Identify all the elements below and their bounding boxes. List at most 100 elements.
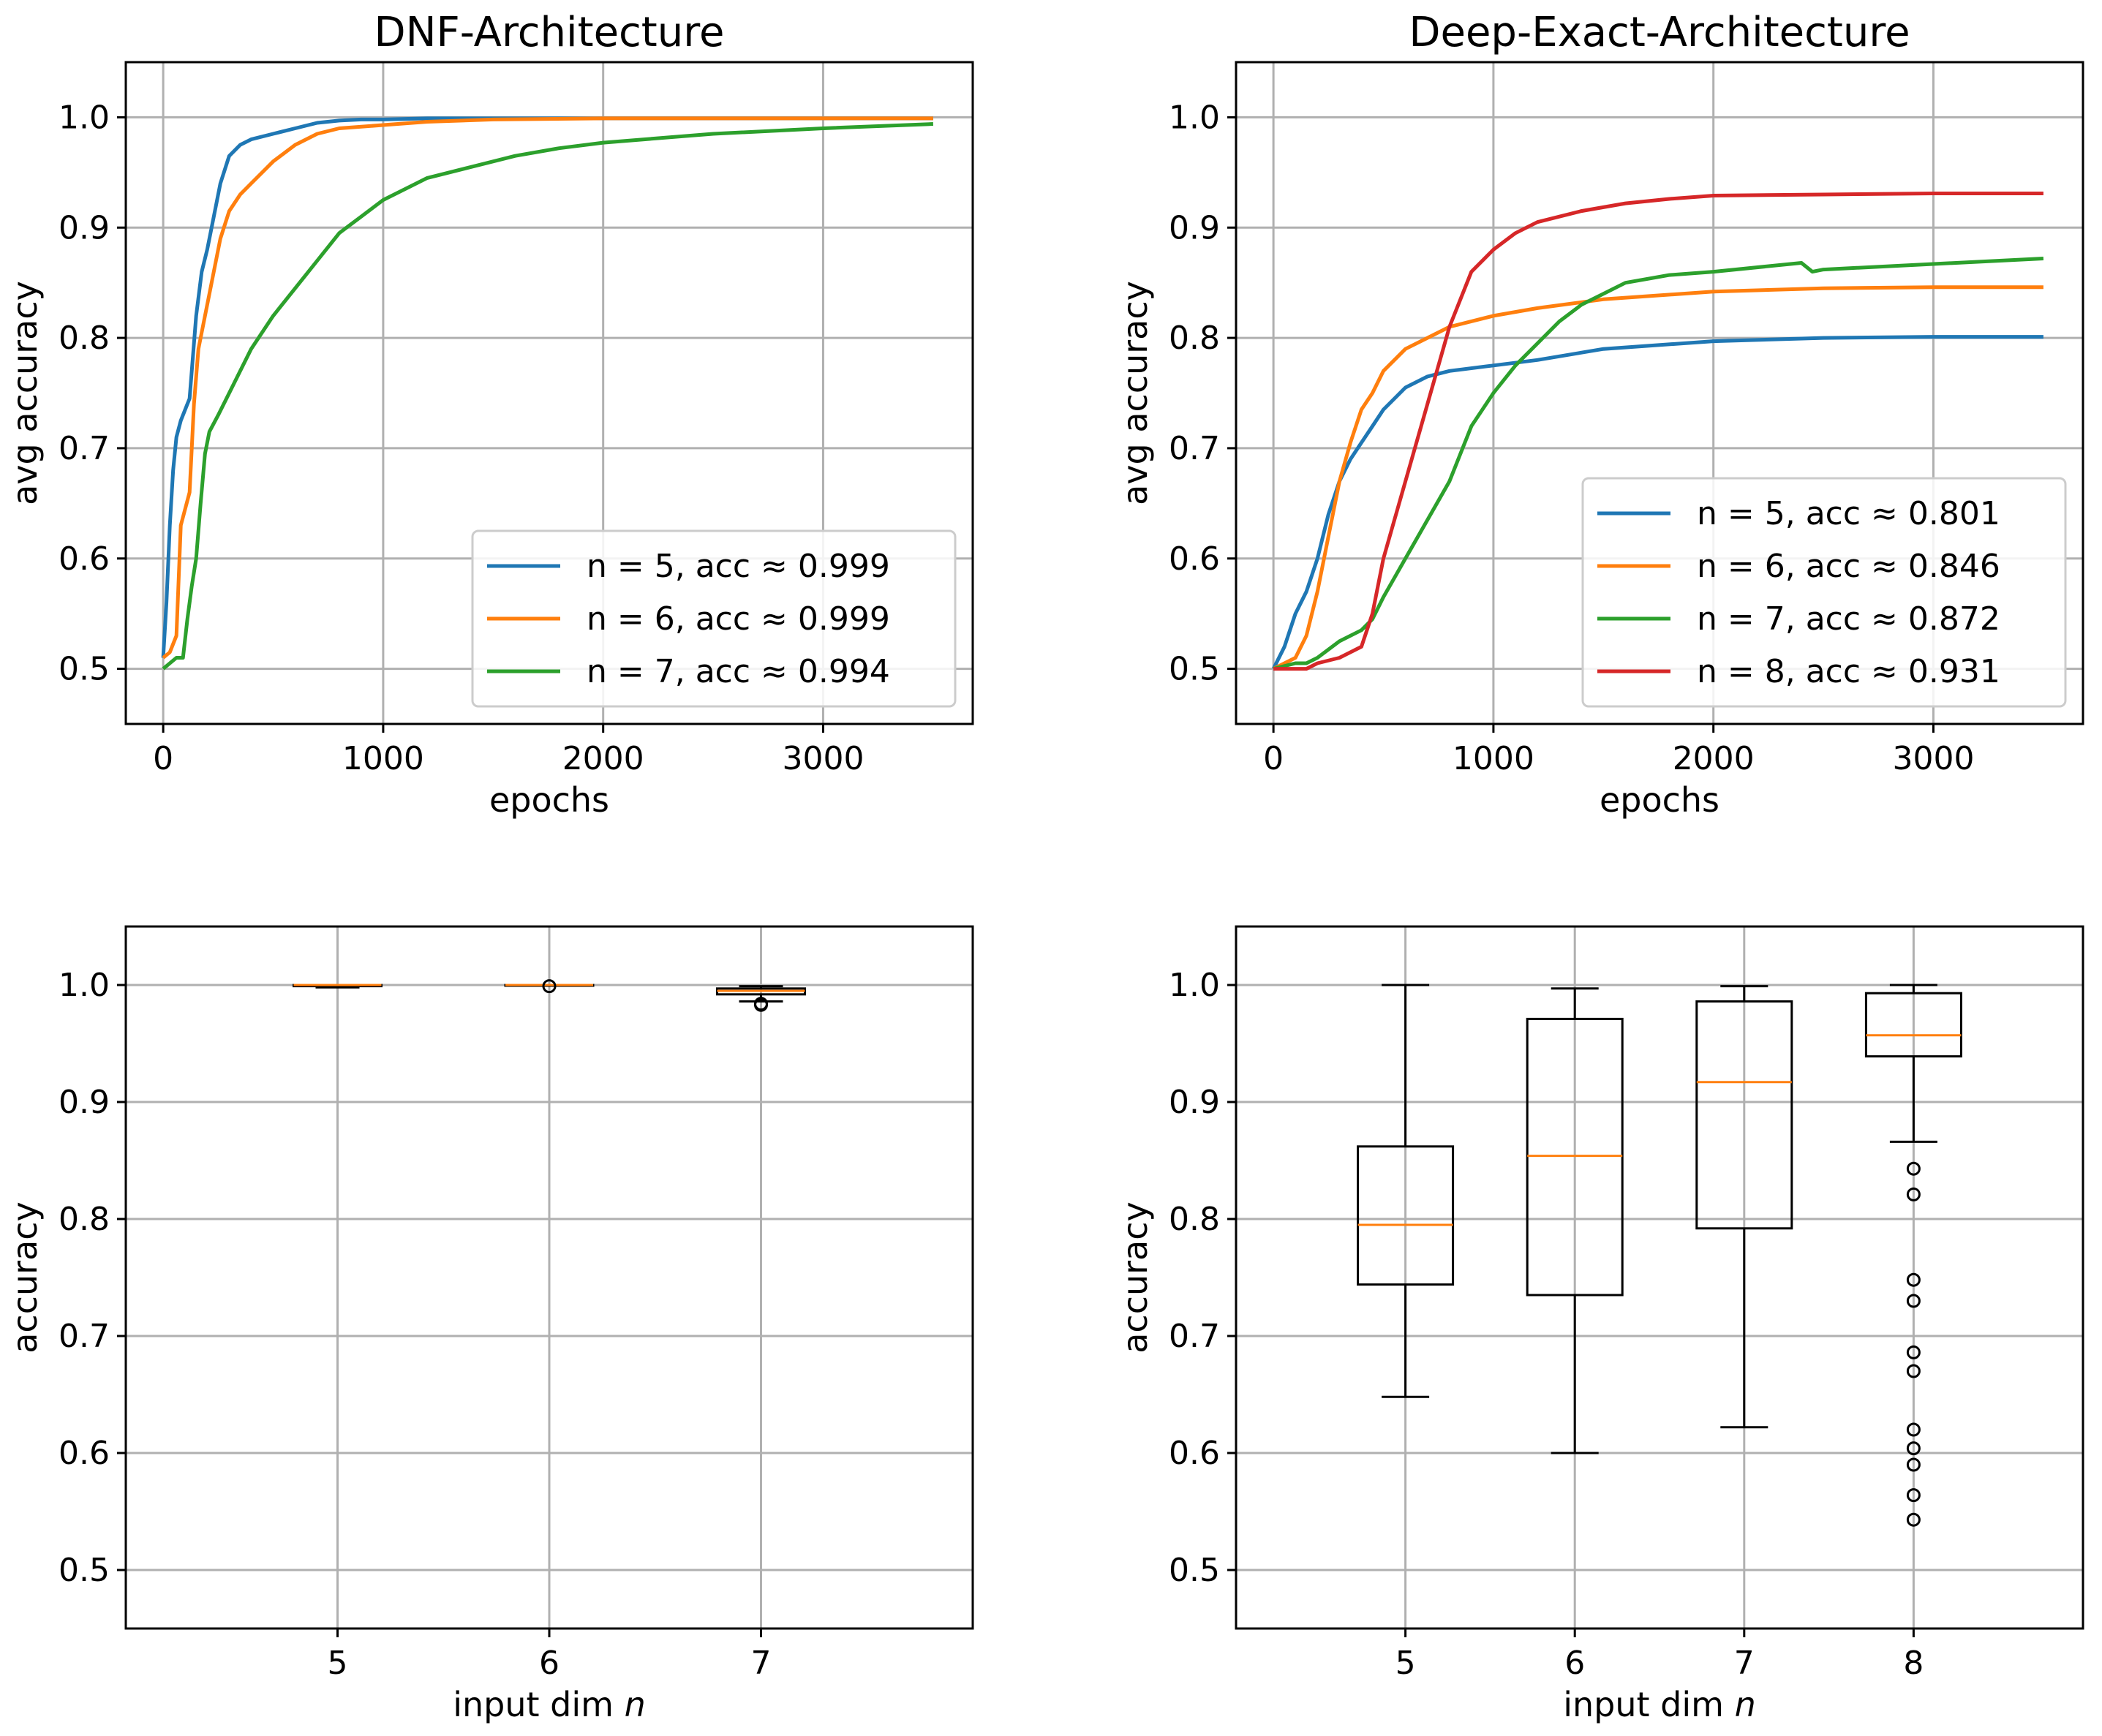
chart-panel-1: 0 1000 2000 3000 0.5 0.6 0.7 0.8 0.9 1.0 epochs avg… (5, 9, 974, 820)
y-tick-label: 0.5 (1169, 1552, 1220, 1589)
y-tick-label: 0.5 (59, 1552, 110, 1589)
y-tick-label: 0.7 (59, 1318, 110, 1355)
outlier-point (1906, 1422, 1921, 1437)
y-tick-label: 0.8 (1169, 320, 1220, 357)
y-tick-label: 0.9 (59, 209, 110, 246)
x-tick-label: 3000 (1892, 740, 1974, 777)
x-tick-label: 8 (1903, 1645, 1924, 1682)
box-5 (1357, 984, 1455, 1398)
outlier-point (1906, 1441, 1921, 1456)
legend-label-3: n = 7, acc ≈ 0.994 (587, 653, 890, 690)
x-axis-label: input dim n (453, 1685, 646, 1724)
chart-panel-3: 5 6 7 0.5 0.6 0.7 0.8 0.9 1.0 input dim n accuracy (5, 925, 974, 1724)
y-tick-label: 0.5 (59, 651, 110, 688)
box-7 (1695, 985, 1793, 1429)
chart-panel-4: 5 6 7 8 0.5 0.6 0.7 0.8 0.9 1.0 input dim n accurac… (1115, 925, 2084, 1724)
outlier-point (1906, 1345, 1921, 1359)
x-tick-label: 1000 (1453, 740, 1534, 777)
chart-title: DNF-Architecture (374, 9, 724, 56)
x-tick-label: 1000 (342, 740, 424, 777)
box-5 (293, 984, 383, 989)
x-tick-label: 3000 (782, 740, 864, 777)
series-line-1 (1271, 335, 2043, 670)
outlier-point (1906, 1272, 1921, 1287)
outlier-point (1906, 1161, 1921, 1176)
y-tick-label: 0.6 (59, 540, 110, 578)
plot-area (293, 979, 806, 1012)
plot-area (1357, 984, 1962, 1527)
box-body (1526, 1017, 1624, 1297)
y-tick-label: 0.6 (1169, 540, 1220, 578)
x-tick-label: 0 (1263, 740, 1284, 777)
y-tick-label: 1.0 (59, 967, 110, 1004)
x-tick-label: 5 (328, 1645, 348, 1682)
x-tick-label: 2000 (562, 740, 644, 777)
x-axis-label: epochs (1600, 780, 1719, 820)
x-tick-label: 6 (1564, 1645, 1585, 1682)
x-axis-label-var: n (1735, 1685, 1756, 1724)
outlier-point (1906, 1512, 1921, 1527)
y-tick-label: 0.7 (1169, 430, 1220, 467)
plot-area (1271, 192, 2044, 671)
legend: n = 5, acc ≈ 0.801 n = 6, acc ≈ 0.846 n = … (1581, 477, 2067, 708)
y-tick-label: 0.8 (59, 320, 110, 357)
axes-frame (124, 925, 974, 1630)
outlier-point (1906, 1364, 1921, 1378)
x-tick-label: 7 (751, 1645, 772, 1682)
outlier-point (1906, 1294, 1921, 1308)
series-line-4 (1273, 192, 2043, 671)
y-tick-label: 1.0 (59, 99, 110, 136)
y-tick-label: 0.7 (59, 430, 110, 467)
x-tick-label: 2000 (1673, 740, 1755, 777)
outlier-point (1906, 1488, 1921, 1503)
series-line-1 (161, 116, 933, 658)
series-line-2 (162, 116, 933, 660)
y-tick-label: 0.6 (59, 1435, 110, 1472)
series-line-3 (162, 122, 933, 671)
x-axis-label-text: input dim (453, 1685, 624, 1724)
x-axis-label-text: input dim (1563, 1685, 1734, 1724)
x-tick-label: 6 (539, 1645, 560, 1682)
x-axis-label: input dim n (1563, 1685, 1756, 1724)
y-tick-label: 1.0 (1169, 99, 1220, 136)
y-tick-label: 0.8 (59, 1201, 110, 1238)
box-body (1695, 1000, 1793, 1230)
outlier-point (754, 997, 768, 1011)
legend-box (1581, 477, 2067, 708)
y-tick-label: 0.9 (1169, 1084, 1220, 1121)
axes-frame (124, 61, 974, 725)
y-tick-label: 0.5 (1169, 651, 1220, 688)
plot-area (161, 116, 933, 671)
series-line-3 (1273, 257, 2044, 671)
axes-frame (1235, 925, 2084, 1630)
box-8 (1864, 984, 1962, 1527)
box-7 (716, 985, 806, 1012)
legend-label-4: n = 8, acc ≈ 0.931 (1697, 653, 2000, 690)
series-line-2 (1272, 285, 2043, 671)
x-tick-label: 7 (1734, 1645, 1755, 1682)
y-axis-label: accuracy (5, 1201, 45, 1354)
x-tick-label: 0 (153, 740, 173, 777)
chart-title: Deep-Exact-Architecture (1409, 9, 1910, 56)
legend-label-1: n = 5, acc ≈ 0.999 (587, 548, 890, 585)
y-axis-label: accuracy (1115, 1201, 1155, 1354)
legend-label-2: n = 6, acc ≈ 0.846 (1697, 548, 2000, 585)
legend-label-1: n = 5, acc ≈ 0.801 (1697, 495, 2000, 532)
box-body (1357, 1145, 1455, 1286)
legend-label-2: n = 6, acc ≈ 0.999 (587, 600, 890, 638)
axes-frame (1235, 61, 2084, 725)
y-tick-label: 0.9 (59, 1084, 110, 1121)
box-6 (1526, 987, 1624, 1454)
y-tick-label: 1.0 (1169, 967, 1220, 1004)
y-tick-label: 0.9 (1169, 209, 1220, 246)
outlier-point (1906, 1457, 1921, 1472)
chart-panel-2: 0 1000 2000 3000 0.5 0.6 0.7 0.8 0.9 1.0 epochs avg… (1115, 9, 2084, 820)
x-axis-label-var: n (625, 1685, 646, 1724)
y-axis-label: avg accuracy (5, 281, 45, 505)
outlier-point (1906, 1187, 1921, 1201)
y-tick-label: 0.7 (1169, 1318, 1220, 1355)
y-tick-label: 0.6 (1169, 1435, 1220, 1472)
x-tick-label: 5 (1395, 1645, 1416, 1682)
y-tick-label: 0.8 (1169, 1201, 1220, 1238)
legend-box (471, 529, 957, 708)
